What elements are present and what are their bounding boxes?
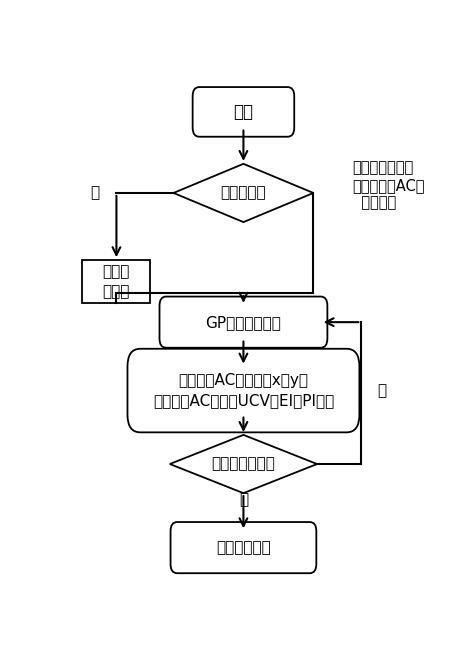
Text: 是否满足目标値: 是否满足目标値 [211,457,276,472]
FancyBboxPatch shape [193,87,294,137]
Text: 开始: 开始 [233,103,254,121]
Text: 随机初
始化点: 随机初 始化点 [103,265,130,299]
FancyBboxPatch shape [127,349,360,432]
Text: 输出最优参数: 输出最优参数 [216,540,271,555]
Polygon shape [170,435,317,493]
Text: 是：利用上一轮
选出的最大AC値
  点的集合: 是：利用上一轮 选出的最大AC値 点的集合 [352,161,425,211]
Bar [82,260,151,303]
Text: 否: 否 [90,186,99,201]
FancyBboxPatch shape [171,522,316,573]
Text: 否: 否 [377,383,386,398]
Text: GP高斯过程回归: GP高斯过程回归 [206,315,281,330]
Text: 是: 是 [239,492,248,507]
Text: 计算最大AC値的点（x，y）
（常见的AC函数有UCV、EI、PI等）: 计算最大AC値的点（x，y） （常见的AC函数有UCV、EI、PI等） [153,372,334,409]
FancyBboxPatch shape [160,297,327,347]
Polygon shape [173,164,314,222]
Text: 是否初始化: 是否初始化 [220,186,266,201]
